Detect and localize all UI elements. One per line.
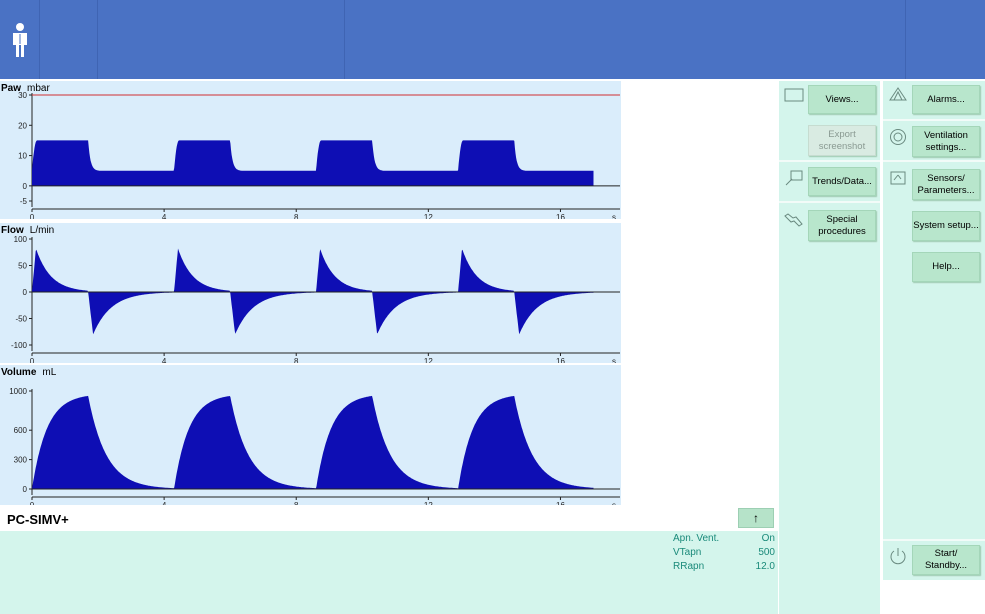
menu-column-right bbox=[883, 81, 985, 580]
waveform-area: Paw mbar 30 20 10 0 -5 0 4 8 12 16 s Flow L/min 100 5… bbox=[0, 81, 621, 505]
flow-waveform bbox=[32, 248, 594, 335]
export-screenshot-button[interactable]: Export screenshot bbox=[808, 125, 876, 156]
paw-chart: 30 20 10 0 -5 0 4 8 12 16 s bbox=[18, 91, 620, 219]
ventilation-mode-label[interactable]: PC-SIMV+ bbox=[7, 512, 69, 527]
lungs-icon bbox=[888, 128, 908, 146]
paw-x-tick-label: 8 bbox=[294, 213, 299, 219]
apnea-vent-label: Apn. Vent. bbox=[673, 533, 720, 544]
expand-arrow-button[interactable]: ↑ bbox=[738, 508, 774, 528]
paw-title: Paw bbox=[1, 83, 22, 94]
header-bar bbox=[0, 0, 985, 79]
apnea-vent-row: Apn. Vent. On bbox=[673, 533, 777, 544]
paw-x-unit: s bbox=[612, 213, 616, 219]
menu-separator bbox=[779, 160, 880, 162]
volume-waveform bbox=[32, 395, 594, 489]
paw-x-tick-label: 4 bbox=[162, 213, 167, 219]
volume-x-tick-label: 0 bbox=[30, 501, 35, 505]
menu-separator bbox=[883, 119, 985, 121]
views-button[interactable]: Views... bbox=[808, 85, 876, 114]
volume-y-tick-label: 0 bbox=[23, 485, 28, 494]
flow-x-tick-label: 12 bbox=[424, 357, 433, 363]
volume-x-tick-label: 8 bbox=[294, 501, 299, 505]
vtapn-value: 500 bbox=[758, 547, 775, 558]
paw-y-tick-label: 0 bbox=[23, 182, 28, 191]
volume-y-tick-label: 600 bbox=[14, 426, 28, 435]
volume-unit: mL bbox=[42, 367, 57, 378]
rrapn-label: RRapn bbox=[673, 561, 705, 572]
sensor-icon bbox=[888, 170, 908, 186]
flow-title: Flow bbox=[1, 225, 24, 236]
flow-x-tick-label: 16 bbox=[556, 357, 565, 363]
flow-chart: 100 50 0 -50 -100 0 4 8 12 16 s bbox=[11, 235, 620, 363]
header-divider bbox=[905, 0, 906, 79]
rrapn-row: RRapn 12.0 bbox=[673, 561, 777, 572]
flow-waveform-panel: Flow L/min 100 50 0 -50 -100 0 4 8 12 16 s bbox=[0, 223, 621, 363]
menu-separator bbox=[779, 201, 880, 203]
paw-unit: mbar bbox=[27, 83, 50, 94]
flow-y-tick-label: 0 bbox=[23, 288, 28, 297]
paw-x-tick-label: 16 bbox=[556, 213, 565, 219]
ventilation-settings-button[interactable]: Ventilation settings... bbox=[912, 126, 980, 157]
power-icon bbox=[888, 546, 908, 566]
flow-x-tick-label: 4 bbox=[162, 357, 167, 363]
header-divider bbox=[97, 0, 98, 79]
rrapn-value: 12.0 bbox=[755, 561, 775, 572]
vtapn-label: VTapn bbox=[673, 547, 702, 558]
paw-y-tick-label: 30 bbox=[18, 91, 27, 100]
flow-y-tick-label: 50 bbox=[18, 262, 27, 271]
mode-bar: PC-SIMV+ bbox=[0, 507, 778, 531]
header-divider bbox=[39, 0, 40, 79]
paw-x-tick-label: 0 bbox=[30, 213, 35, 219]
flow-x-unit: s bbox=[612, 357, 616, 363]
apnea-vent-value: On bbox=[761, 533, 775, 544]
volume-y-tick-label: 1000 bbox=[9, 387, 27, 396]
volume-x-tick-label: 12 bbox=[424, 501, 433, 505]
paw-x-tick-label: 12 bbox=[424, 213, 433, 219]
flow-y-tick-label: 100 bbox=[14, 235, 28, 244]
paw-y-tick-label: 10 bbox=[18, 152, 27, 161]
start-standby-button[interactable]: Start/ Standby... bbox=[912, 545, 980, 575]
header-divider bbox=[344, 0, 345, 79]
info-area bbox=[0, 531, 778, 614]
bell-icon bbox=[888, 86, 908, 102]
vtapn-row: VTapn 500 bbox=[673, 547, 777, 558]
paw-waveform-panel: Paw mbar 30 20 10 0 -5 0 4 8 12 16 s bbox=[0, 81, 621, 219]
volume-x-tick-label: 4 bbox=[162, 501, 167, 505]
sensors-parameters-button[interactable]: Sensors/ Parameters... bbox=[912, 169, 980, 200]
help-button[interactable]: Help... bbox=[912, 252, 980, 282]
paw-waveform bbox=[32, 140, 594, 186]
flow-y-tick-label: -100 bbox=[11, 341, 28, 350]
flow-unit: L/min bbox=[29, 225, 55, 236]
volume-x-unit: s bbox=[612, 501, 616, 505]
flow-x-tick-label: 8 bbox=[294, 357, 299, 363]
paw-y-tick-label: 20 bbox=[18, 121, 27, 130]
trends-data-button[interactable]: Trends/Data... bbox=[808, 167, 876, 196]
alarms-button[interactable]: Alarms... bbox=[912, 85, 980, 114]
paw-y-tick-label: -5 bbox=[20, 197, 28, 206]
menu-separator bbox=[883, 539, 985, 541]
volume-chart: 1000 600 300 0 0 4 8 12 16 s bbox=[9, 387, 620, 505]
volume-x-tick-label: 16 bbox=[556, 501, 565, 505]
monitor-icon bbox=[784, 88, 804, 102]
flow-y-tick-label: -50 bbox=[15, 315, 27, 324]
volume-waveform-panel: Volume mL 1000 600 300 0 0 4 8 12 16 s bbox=[0, 365, 621, 505]
hand-icon bbox=[783, 212, 805, 230]
special-procedures-button[interactable]: Special procedures bbox=[808, 210, 876, 241]
system-setup-button[interactable]: System setup... bbox=[912, 211, 980, 241]
flow-x-tick-label: 0 bbox=[30, 357, 35, 363]
volume-title: Volume bbox=[1, 367, 37, 378]
menu-separator bbox=[883, 160, 985, 162]
magnifier-icon bbox=[784, 170, 804, 186]
volume-y-tick-label: 300 bbox=[14, 456, 28, 465]
person-icon[interactable] bbox=[9, 22, 31, 58]
